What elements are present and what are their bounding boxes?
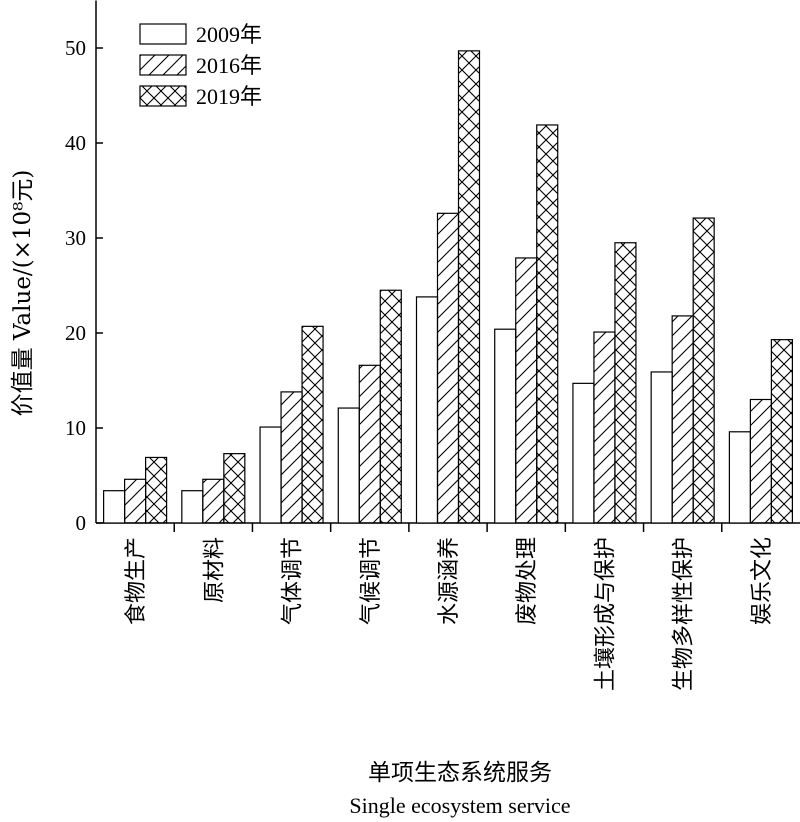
bar bbox=[515, 257, 538, 524]
x-tick-label: 生物多样性保护 bbox=[672, 537, 697, 691]
bar bbox=[494, 328, 517, 524]
y-tick-label: 0 bbox=[76, 511, 87, 535]
bar bbox=[457, 50, 481, 524]
x-axis-title-en: Single ecosystem service bbox=[349, 793, 570, 818]
bar bbox=[536, 124, 559, 524]
bar bbox=[358, 364, 381, 524]
bar bbox=[671, 315, 694, 524]
legend-label: 2019年 bbox=[196, 84, 262, 109]
x-tick-label: 气候调节 bbox=[359, 537, 384, 625]
legend-swatch bbox=[139, 54, 187, 76]
bar bbox=[415, 296, 439, 524]
bar bbox=[650, 371, 673, 524]
x-tick-label: 食物生产 bbox=[124, 537, 149, 625]
legend-swatch bbox=[139, 23, 187, 45]
x-tick-label: 娱乐文化 bbox=[750, 537, 775, 625]
category-labels: 食物生产 原材料 气体调节 气候调节 水源涵养 废物处理 土壤形成与保护 生物多样性保护 娱乐文… bbox=[124, 537, 775, 691]
bar bbox=[572, 382, 595, 524]
x-tick-label: 原材料 bbox=[202, 537, 227, 603]
bar bbox=[145, 456, 168, 524]
legend-swatch bbox=[139, 85, 187, 107]
bar bbox=[614, 242, 637, 524]
x-tick-label: 气体调节 bbox=[281, 537, 306, 625]
legend-label: 2009年 bbox=[196, 22, 262, 47]
bar bbox=[436, 212, 460, 524]
y-tick-label: 20 bbox=[65, 321, 86, 345]
x-tick-label: 土壤形成与保护 bbox=[593, 537, 618, 691]
bars bbox=[103, 50, 793, 524]
bar bbox=[770, 339, 793, 524]
bar bbox=[749, 398, 772, 524]
bar bbox=[103, 490, 126, 524]
bar bbox=[692, 217, 715, 524]
y-tick-label: 10 bbox=[65, 416, 86, 440]
y-tick-label: 50 bbox=[65, 36, 86, 60]
bar bbox=[337, 407, 360, 524]
y-axis-title: 价值量 Value/(×10⁸元) bbox=[10, 170, 36, 417]
y-tick-label: 30 bbox=[65, 226, 86, 250]
legend: 2009年 2016年 2019年 bbox=[139, 22, 262, 109]
bar bbox=[124, 478, 147, 524]
x-tick-label: 水源涵养 bbox=[437, 537, 462, 625]
bar bbox=[301, 325, 324, 524]
bar bbox=[593, 331, 616, 524]
bar bbox=[223, 453, 246, 524]
bar bbox=[280, 391, 303, 524]
x-axis bbox=[96, 522, 800, 532]
legend-label: 2016年 bbox=[196, 53, 262, 78]
y-axis: 0 10 20 30 40 50 bbox=[65, 0, 103, 535]
bar bbox=[728, 431, 751, 524]
x-axis-title-cn: 单项生态系统服务 bbox=[368, 760, 552, 786]
x-tick-label: 废物处理 bbox=[515, 537, 540, 625]
bar bbox=[259, 426, 282, 524]
bar bbox=[181, 490, 204, 524]
bar bbox=[202, 478, 225, 524]
bar bbox=[379, 289, 402, 524]
y-tick-label: 40 bbox=[65, 131, 86, 155]
